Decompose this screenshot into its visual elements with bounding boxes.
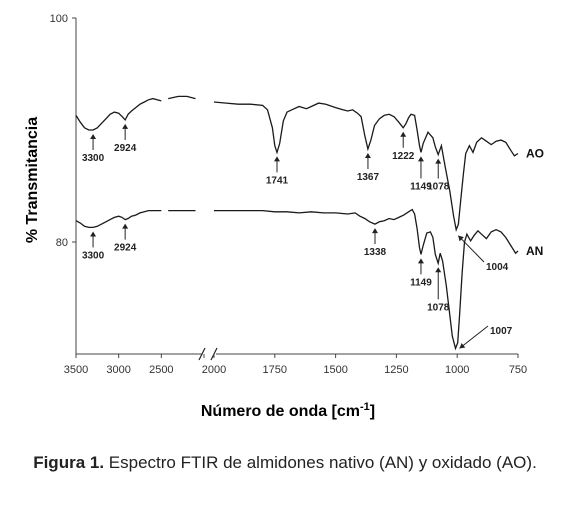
annotation-arrowhead bbox=[371, 228, 378, 234]
axis-break-mark-left bbox=[198, 347, 206, 361]
annotation-arrowhead bbox=[364, 153, 371, 159]
x-tick-label: 2500 bbox=[149, 364, 173, 376]
peak-label-ao-1004: 1004 bbox=[486, 262, 509, 273]
series-ao-line bbox=[213, 101, 519, 233]
series-label-ao: AO bbox=[526, 147, 544, 161]
annotation-arrowhead bbox=[122, 223, 129, 229]
x-tick-label: 2000 bbox=[202, 364, 226, 376]
figure-caption: Figura 1. Espectro FTIR de almidones nat… bbox=[0, 452, 570, 474]
annotation-arrowhead bbox=[458, 235, 464, 242]
x-tick-label: 3500 bbox=[64, 364, 88, 376]
peak-label-an-1007: 1007 bbox=[490, 326, 513, 337]
annotation-arrow bbox=[457, 235, 485, 263]
peak-label-an-1078: 1078 bbox=[427, 302, 450, 313]
annotation-arrowhead bbox=[400, 131, 407, 137]
annotation-arrowhead bbox=[417, 156, 424, 162]
annotation-arrowhead bbox=[90, 134, 97, 139]
annotation-arrowhead bbox=[122, 123, 129, 129]
x-tick-label: 750 bbox=[509, 364, 527, 376]
y-tick-label: 100 bbox=[50, 13, 68, 25]
series-an-line bbox=[75, 209, 162, 229]
annotation-arrowhead bbox=[435, 267, 442, 273]
caption-text: Espectro FTIR de almidones nativo (AN) y… bbox=[108, 453, 537, 472]
x-tick-label: 1750 bbox=[263, 364, 287, 376]
annotation-arrowhead bbox=[90, 231, 97, 237]
annotation-arrowhead bbox=[273, 156, 280, 162]
x-tick-label: 1000 bbox=[445, 364, 469, 376]
x-tick-label: 1250 bbox=[384, 364, 408, 376]
annotation-arrowhead bbox=[417, 258, 424, 264]
y-axis-label: % Transmitancia bbox=[24, 117, 41, 243]
series-ao-line bbox=[75, 97, 162, 131]
x-tick-label: 3000 bbox=[106, 364, 130, 376]
peak-label-ao-3300: 3300 bbox=[82, 153, 105, 164]
annotation-arrowhead bbox=[459, 342, 466, 349]
x-tick-label: 1500 bbox=[323, 364, 347, 376]
series-ao-line bbox=[168, 95, 196, 100]
peak-label-an-3300: 3300 bbox=[82, 250, 105, 261]
series-label-an: AN bbox=[526, 244, 543, 258]
peak-label-ao-1078: 1078 bbox=[427, 182, 450, 193]
peak-label-ao-2924: 2924 bbox=[114, 143, 137, 154]
peak-label-an-1338: 1338 bbox=[364, 247, 387, 258]
peak-label-an-1149: 1149 bbox=[410, 277, 432, 288]
x-axis-label: Número de onda [cm-1] bbox=[201, 401, 375, 420]
peak-label-ao-1222: 1222 bbox=[392, 151, 415, 162]
annotation-arrow bbox=[459, 325, 489, 349]
peak-label-an-2924: 2924 bbox=[114, 243, 137, 254]
peak-label-ao-1367: 1367 bbox=[357, 172, 380, 183]
peak-label-ao-1741: 1741 bbox=[266, 175, 289, 186]
y-tick-label: 80 bbox=[56, 237, 68, 249]
annotation-arrowhead bbox=[435, 158, 442, 164]
peak-label-ao-1149: 1149 bbox=[410, 181, 432, 192]
series-an-line bbox=[214, 208, 519, 351]
caption-label: Figura 1. bbox=[33, 453, 105, 472]
